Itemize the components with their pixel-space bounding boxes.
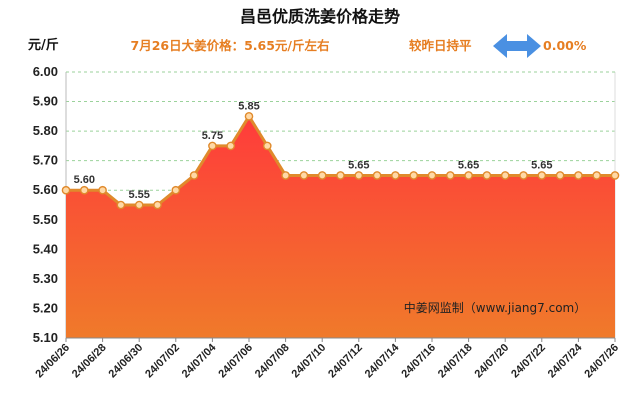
data-point	[281, 171, 290, 180]
y-tick-label: 5.50	[33, 212, 58, 227]
x-tick-label: 24/06/28	[70, 342, 109, 381]
data-point	[61, 185, 71, 195]
data-points	[61, 112, 620, 210]
data-point	[372, 171, 382, 180]
data-point	[226, 141, 235, 151]
data-point	[189, 171, 199, 180]
data-label: 5.75	[202, 130, 223, 142]
y-tick-label: 5.80	[33, 123, 58, 138]
data-point	[299, 171, 309, 180]
double-arrow-icon	[493, 34, 541, 58]
x-tick-label: 24/07/18	[436, 342, 475, 381]
data-point	[354, 171, 364, 180]
data-point	[445, 171, 455, 180]
y-tick-label: 5.20	[33, 300, 58, 315]
data-point	[555, 171, 565, 180]
x-tick-label: 24/06/26	[33, 342, 72, 381]
x-tick-label: 24/07/02	[143, 342, 182, 381]
y-tick-label: 5.70	[33, 153, 58, 168]
data-label: 5.65	[531, 159, 552, 171]
x-tick-label: 24/07/10	[290, 342, 329, 381]
data-label: 5.65	[458, 159, 479, 171]
y-tick-label: 5.60	[33, 182, 58, 197]
data-point	[171, 185, 181, 195]
data-point	[153, 200, 162, 210]
x-tick-label: 24/07/14	[363, 341, 402, 380]
data-point	[336, 171, 345, 180]
data-point	[98, 185, 107, 195]
data-point	[116, 200, 126, 210]
data-point	[134, 200, 144, 210]
data-point	[519, 171, 528, 180]
x-tick-label: 24/07/08	[253, 342, 292, 381]
y-tick-label: 5.30	[33, 271, 58, 286]
data-point	[427, 171, 437, 180]
data-point	[537, 171, 547, 180]
data-labels: 5.60 5.55 5.75 5.85 5.65 5.65 5.65	[74, 100, 553, 201]
data-point	[574, 171, 583, 180]
data-point	[208, 141, 217, 151]
price-area	[66, 116, 615, 338]
data-point	[592, 171, 602, 180]
change-value: 0.00%	[543, 38, 587, 53]
data-point	[391, 171, 400, 180]
data-label: 5.55	[128, 189, 149, 201]
x-tick-label: 24/07/22	[509, 342, 548, 381]
data-label: 5.85	[238, 100, 259, 112]
x-axis-ticks: 24/06/2624/06/2824/06/3024/07/0224/07/04…	[33, 338, 621, 380]
change-label: 较昨日持平	[409, 38, 472, 53]
price-note: 7月26日大姜价格：5.65元/斤左右	[131, 38, 330, 53]
x-tick-label: 24/07/04	[180, 341, 219, 380]
y-tick-label: 6.00	[33, 64, 58, 79]
y-tick-label: 5.10	[33, 330, 58, 345]
data-point	[262, 141, 272, 151]
y-axis-unit: 元/斤	[28, 37, 59, 53]
data-point	[409, 171, 419, 180]
chart-title: 昌邑优质洗姜价格走势	[240, 7, 400, 26]
x-tick-label: 24/07/16	[399, 342, 438, 381]
data-point	[482, 171, 492, 180]
data-label: 5.60	[74, 174, 95, 186]
data-point	[464, 171, 473, 180]
data-point	[610, 171, 620, 180]
data-point	[500, 171, 510, 180]
x-tick-label: 24/07/24	[546, 341, 585, 380]
data-point	[317, 171, 327, 180]
x-tick-label: 24/06/30	[107, 342, 146, 381]
x-tick-label: 24/07/06	[216, 342, 255, 381]
x-tick-label: 24/07/20	[473, 342, 512, 381]
watermark: 中姜网监制（www.jiang7.com）	[404, 300, 586, 315]
data-point	[244, 112, 254, 121]
y-axis-ticks: 6.00 5.90 5.80 5.70 5.60 5.50 5.40 5.30 5.20 5.10	[33, 64, 58, 345]
data-point	[80, 185, 89, 195]
data-label: 5.65	[348, 159, 369, 171]
y-tick-label: 5.40	[33, 241, 58, 256]
x-tick-label: 24/07/26	[582, 342, 621, 381]
y-tick-label: 5.90	[33, 94, 58, 109]
x-tick-label: 24/07/12	[326, 342, 365, 381]
